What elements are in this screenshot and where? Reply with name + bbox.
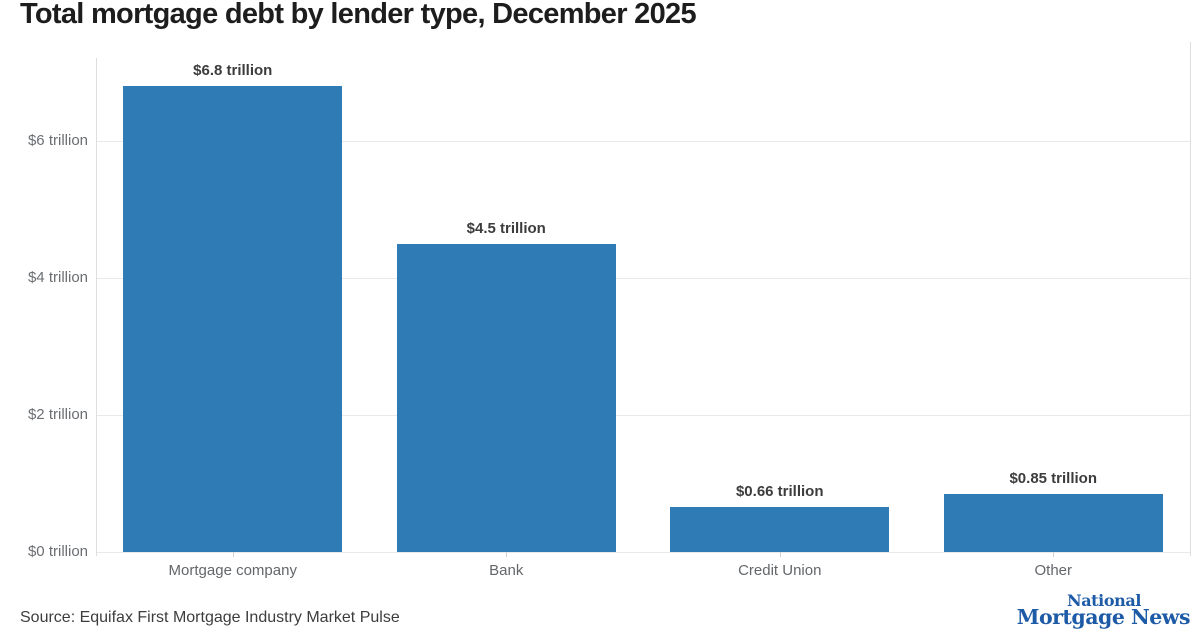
bar-bank <box>396 243 616 552</box>
chart-title: Total mortgage debt by lender type, Dece… <box>20 0 697 30</box>
x-axis-tick-credit-union <box>779 552 781 557</box>
category-label-mortgage-company: Mortgage company <box>168 562 297 579</box>
bar-mortgage-company <box>123 86 343 552</box>
bar-credit-union <box>670 506 890 552</box>
logo-line-2: Mortgage News <box>1016 605 1191 629</box>
category-label-bank: Bank <box>489 562 524 579</box>
x-axis-tick-other <box>1053 552 1055 557</box>
y-axis-label--6-trillion: $6 trillion <box>27 132 88 149</box>
value-label-bank: $4.5 trillion <box>466 219 546 237</box>
y-axis-label--4-trillion: $4 trillion <box>27 269 88 286</box>
logo-line-1: National <box>1066 591 1141 610</box>
value-label-other: $0.85 trillion <box>1009 469 1098 487</box>
national-mortgage-news-logo: National Mortgage News <box>1016 591 1191 629</box>
y-axis-label--2-trillion: $2 trillion <box>27 406 88 423</box>
plot-right-border <box>1190 42 1191 556</box>
gridline--0-trillion <box>96 552 1190 553</box>
gridline--2-trillion <box>96 415 1190 416</box>
value-label-credit-union: $0.66 trillion <box>735 482 824 500</box>
x-axis-tick-bank <box>506 552 508 557</box>
category-label-credit-union: Credit Union <box>738 562 822 579</box>
gridline--4-trillion <box>96 278 1190 279</box>
bar-other <box>943 493 1163 552</box>
x-axis-tick-mortgage-company <box>232 552 234 557</box>
y-axis-label--0-trillion: $0 trillion <box>27 543 88 560</box>
category-label-other: Other <box>1034 562 1072 579</box>
value-label-mortgage-company: $6.8 trillion <box>193 62 273 80</box>
y-axis-line <box>96 58 97 556</box>
source-attribution: Source: Equifax First Mortgage Industry … <box>20 609 400 626</box>
gridline--6-trillion <box>96 141 1190 142</box>
